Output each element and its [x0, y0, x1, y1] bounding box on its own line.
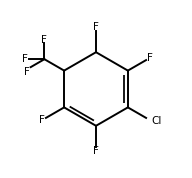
Text: F: F [41, 35, 47, 45]
Text: F: F [24, 67, 29, 77]
Text: F: F [93, 22, 99, 32]
Text: Cl: Cl [151, 116, 162, 126]
Text: F: F [39, 115, 45, 125]
Text: F: F [93, 146, 99, 156]
Text: F: F [22, 54, 28, 64]
Text: F: F [147, 53, 153, 63]
